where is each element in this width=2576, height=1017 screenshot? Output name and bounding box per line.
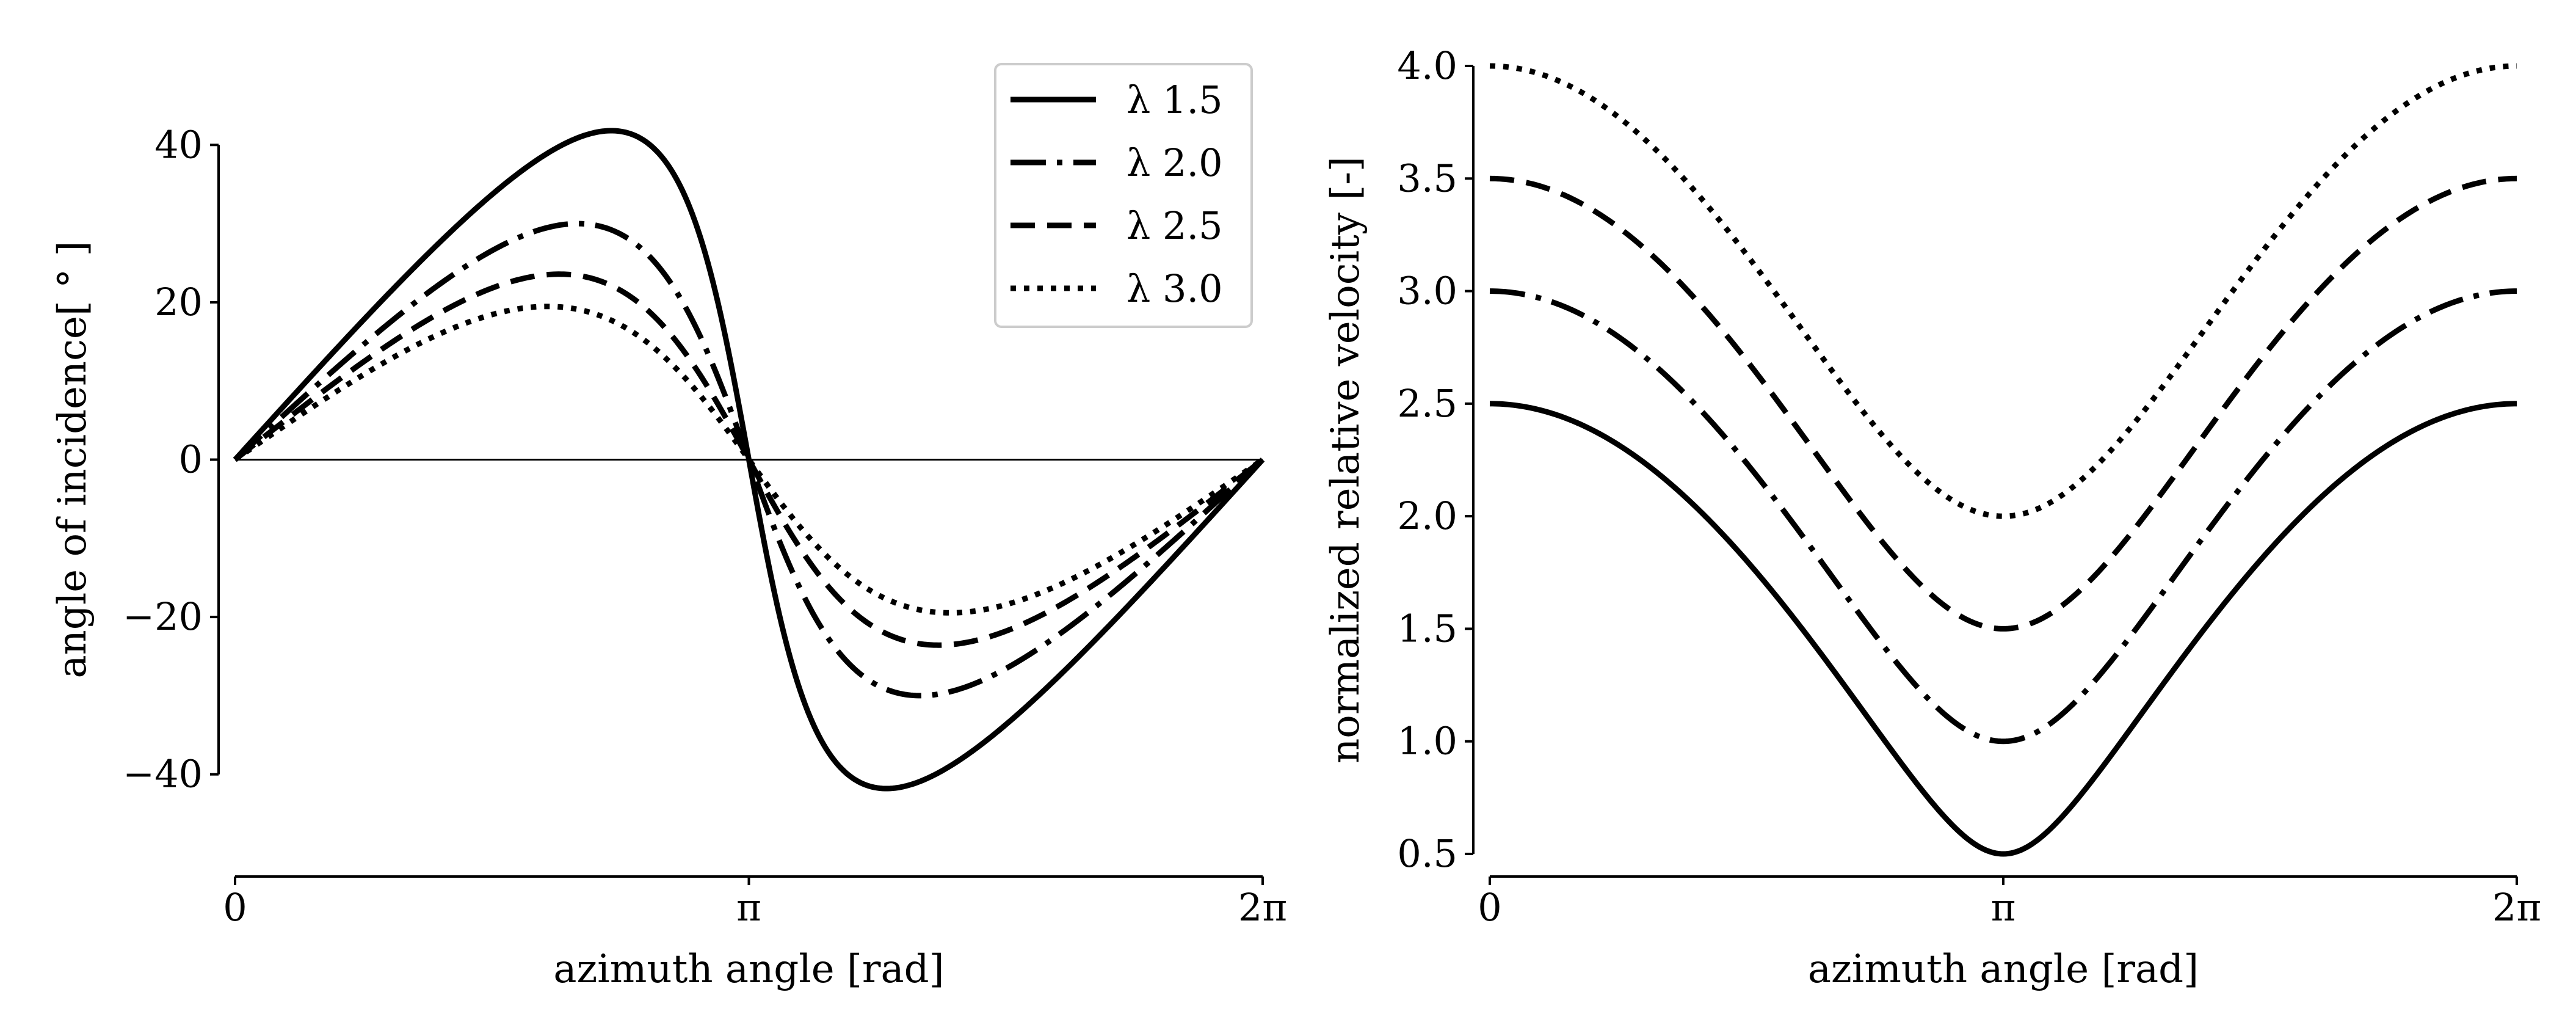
right-y-tick-label: 0.5 xyxy=(1397,831,1457,876)
right-y-tick-label: 2.0 xyxy=(1397,494,1457,538)
left-y-tick-label: −20 xyxy=(123,594,203,639)
right-series-group xyxy=(1489,63,2517,857)
right-y-tick-label: 3.0 xyxy=(1397,269,1457,313)
left-y-tick-label: 0 xyxy=(179,437,203,482)
relative-velocity-chart: 4.0 3.5 3.0 2.5 2.0 1.5 1.0 0.5 0 π 2π azimuth angl… xyxy=(1323,43,2541,992)
right-x-tick-label: 2π xyxy=(2492,885,2541,930)
legend-label-2-0: λ 2.0 xyxy=(1127,140,1223,185)
right-y-tick-label: 1.0 xyxy=(1397,719,1457,764)
left-y-tick-label: 40 xyxy=(154,122,203,167)
right-series-1-5 xyxy=(1489,401,2517,857)
legend: λ 1.5 λ 2.0 λ 2.5 λ 3.0 xyxy=(994,63,1253,328)
left-series-1-5 xyxy=(233,128,1265,792)
right-x-tick-label: π xyxy=(1991,885,2016,930)
right-series-2-5 xyxy=(1489,175,2517,632)
right-x-axis-label: azimuth angle [rad] xyxy=(1808,947,2199,992)
right-y-tick-label: 1.5 xyxy=(1397,606,1457,651)
right-y-tick-label: 2.5 xyxy=(1397,381,1457,426)
right-y-tick-label: 4.0 xyxy=(1397,43,1457,88)
left-x-tick-label: 0 xyxy=(223,885,247,930)
right-series-2-0 xyxy=(1489,288,2517,745)
left-x-tick-label: π xyxy=(736,885,761,930)
right-y-axis-label: normalized relative velocity [-] xyxy=(1323,156,1368,764)
left-y-tick-label: −40 xyxy=(123,752,203,796)
right-series-3-0 xyxy=(1489,63,2517,519)
left-x-axis-label: azimuth angle [rad] xyxy=(553,947,944,992)
left-series-2-5 xyxy=(233,271,1264,648)
right-axes: 4.0 3.5 3.0 2.5 2.0 1.5 1.0 0.5 0 π 2π azimuth angl… xyxy=(1323,43,2541,992)
right-y-tick-label: 3.5 xyxy=(1397,156,1457,200)
left-y-tick-label: 20 xyxy=(154,280,203,324)
left-series-3-0 xyxy=(233,304,1264,616)
left-axes: 40 20 0 −20 −40 0 π 2π azimuth angle [rad] angle … xyxy=(50,122,1287,992)
legend-label-3-0: λ 3.0 xyxy=(1127,266,1223,311)
left-x-tick-label: 2π xyxy=(1238,885,1287,930)
angle-of-incidence-chart: 40 20 0 −20 −40 0 π 2π azimuth angle [rad] angle … xyxy=(50,63,1287,992)
left-y-axis-label: angle of incidence[ ° ] xyxy=(50,241,95,679)
legend-label-1-5: λ 1.5 xyxy=(1127,78,1223,122)
legend-frame xyxy=(994,63,1253,328)
right-x-tick-label: 0 xyxy=(1478,885,1501,930)
legend-label-2-5: λ 2.5 xyxy=(1127,203,1223,248)
left-series-group xyxy=(233,128,1265,792)
